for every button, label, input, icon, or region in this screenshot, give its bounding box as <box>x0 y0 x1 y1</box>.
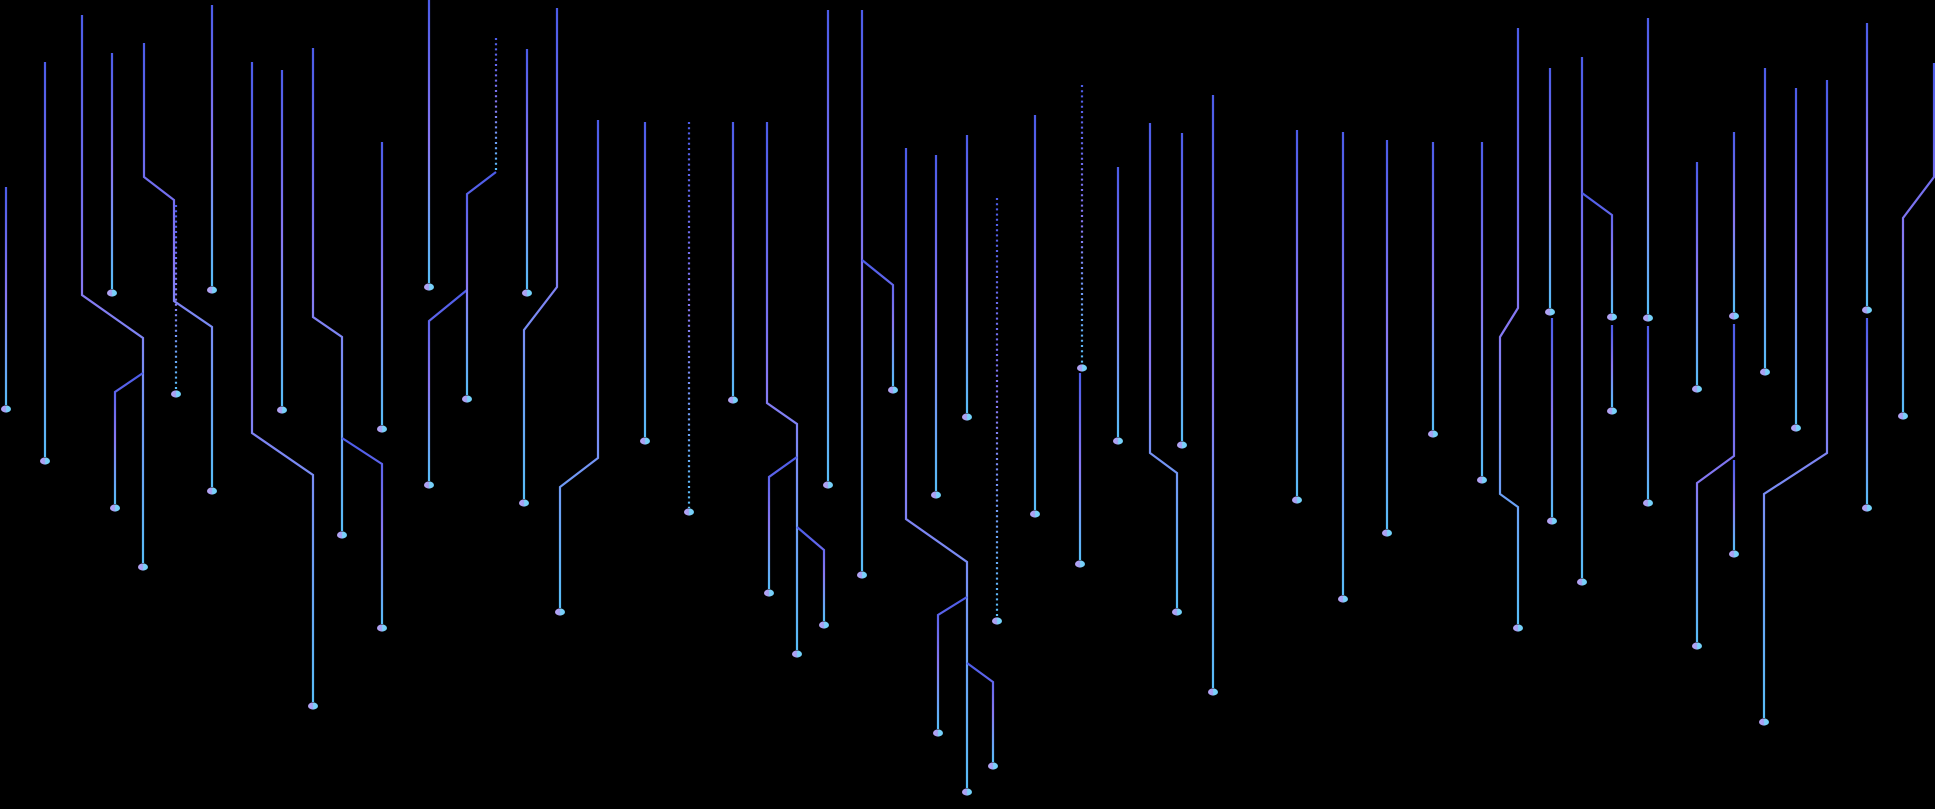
node-dot-41 <box>1177 441 1187 449</box>
circuit-line-65 <box>1901 63 1935 412</box>
circuit-line-29 <box>861 259 895 386</box>
node-dot-14 <box>424 283 434 291</box>
node-dot-23 <box>728 396 738 404</box>
node-dot-34 <box>962 413 972 421</box>
node-dot-2 <box>40 457 50 465</box>
node-dot-21 <box>640 437 650 445</box>
circuit-line-17 <box>465 171 497 395</box>
node-dot-40 <box>1172 608 1182 616</box>
node-dot-17 <box>462 395 472 403</box>
node-dot-60 <box>1760 368 1770 376</box>
node-dot-56 <box>1692 385 1702 393</box>
node-dot-29 <box>888 386 898 394</box>
node-dot-22 <box>684 508 694 516</box>
circuit-line-15 <box>427 289 468 481</box>
circuit-line-31 <box>936 596 968 729</box>
node-dot-3 <box>138 563 148 571</box>
circuit-line-61 <box>1762 80 1829 718</box>
node-dot-64 <box>1862 504 1872 512</box>
node-dot-62 <box>1791 424 1801 432</box>
node-dot-4 <box>110 504 120 512</box>
node-dot-19 <box>519 499 529 507</box>
node-dot-55 <box>1643 499 1653 507</box>
node-dot-51 <box>1577 578 1587 586</box>
node-dot-59 <box>1729 550 1739 558</box>
node-dot-48 <box>1513 624 1523 632</box>
circuit-line-20 <box>558 120 600 608</box>
node-dot-10 <box>277 406 287 414</box>
node-dot-58 <box>1692 642 1702 650</box>
node-dot-47 <box>1477 476 1487 484</box>
node-dot-43 <box>1292 496 1302 504</box>
node-dot-52 <box>1607 313 1617 321</box>
node-dot-38 <box>1030 510 1040 518</box>
node-dot-13 <box>377 425 387 433</box>
node-dot-50 <box>1547 517 1557 525</box>
circuit-line-9 <box>250 62 315 702</box>
circuit-line-26 <box>796 526 826 621</box>
node-dot-57 <box>1729 312 1739 320</box>
node-dot-42 <box>1208 688 1218 696</box>
node-dot-61 <box>1759 718 1769 726</box>
node-dot-65 <box>1898 412 1908 420</box>
circuit-line-4 <box>113 372 144 504</box>
node-dot-7 <box>171 390 181 398</box>
circuit-line-32 <box>966 662 995 762</box>
node-dot-31 <box>933 729 943 737</box>
node-dot-30 <box>962 788 972 796</box>
node-dot-15 <box>424 481 434 489</box>
node-dot-45 <box>1382 529 1392 537</box>
node-dot-5 <box>107 289 117 297</box>
node-dot-28 <box>857 571 867 579</box>
node-dot-9 <box>308 702 318 710</box>
circuit-line-11 <box>311 48 344 531</box>
circuit-line-58 <box>1695 324 1736 642</box>
node-dot-35 <box>992 617 1002 625</box>
node-dot-24 <box>792 650 802 658</box>
node-dot-8 <box>207 286 217 294</box>
circuit-line-19 <box>522 8 559 499</box>
node-dot-27 <box>823 481 833 489</box>
node-dot-20 <box>555 608 565 616</box>
circuit-line-24 <box>765 122 799 650</box>
circuit-line-6 <box>142 43 214 487</box>
node-dot-33 <box>931 491 941 499</box>
circuit-line-48 <box>1498 28 1520 624</box>
node-dot-37 <box>1075 560 1085 568</box>
node-dot-53 <box>1607 407 1617 415</box>
node-dot-39 <box>1113 437 1123 445</box>
node-dot-26 <box>819 621 829 629</box>
node-dot-25 <box>764 589 774 597</box>
circuit-line-40 <box>1148 123 1179 608</box>
node-dot-12 <box>377 624 387 632</box>
node-dot-6 <box>207 487 217 495</box>
node-dot-32 <box>988 762 998 770</box>
node-dot-63 <box>1862 306 1872 314</box>
circuit-line-52 <box>1581 192 1614 313</box>
circuit-line-12 <box>341 437 384 624</box>
node-dot-46 <box>1428 430 1438 438</box>
circuit-line-3 <box>80 15 145 563</box>
circuit-line-25 <box>767 456 798 589</box>
circuit-line-30 <box>904 148 969 788</box>
node-dot-18 <box>522 289 532 297</box>
node-dot-36 <box>1077 364 1087 372</box>
node-dot-44 <box>1338 595 1348 603</box>
node-dot-54 <box>1643 314 1653 322</box>
node-dot-1 <box>1 405 11 413</box>
node-dot-11 <box>337 531 347 539</box>
node-dot-49 <box>1545 308 1555 316</box>
